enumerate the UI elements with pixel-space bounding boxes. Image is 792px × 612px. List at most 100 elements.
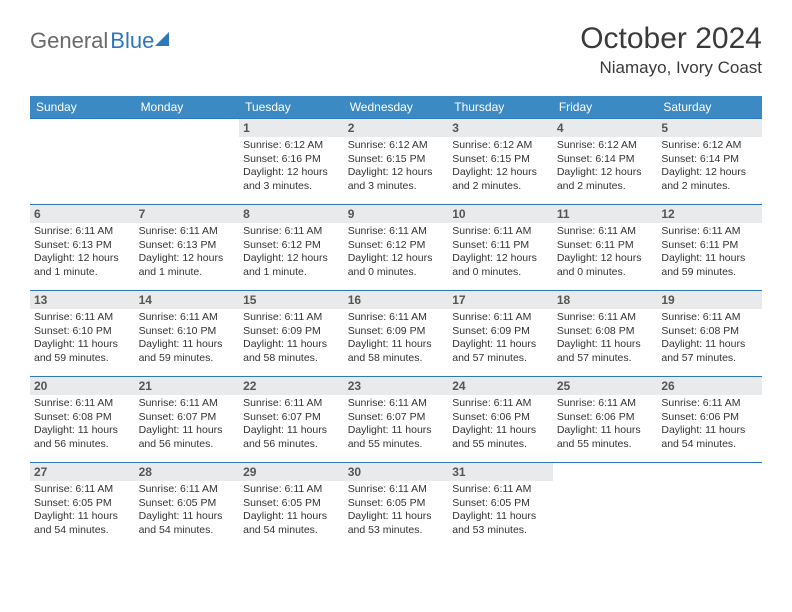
day-number: 18 [553,291,658,309]
day-details: Sunrise: 6:11 AMSunset: 6:05 PMDaylight:… [348,483,445,538]
day-cell: 31 Sunrise: 6:11 AMSunset: 6:05 PMDayligh… [448,463,553,549]
month-title: October 2024 [580,22,762,56]
day-number: 5 [657,119,762,137]
day-header: Monday [135,96,240,119]
day-number: 14 [135,291,240,309]
day-number: 8 [239,205,344,223]
day-cell: 16Sunrise: 6:11 AMSunset: 6:09 PMDayligh… [344,291,449,377]
day-cell: 11 Sunrise: 6:11 AMSunset: 6:11 PMDayligh… [553,205,658,291]
day-details: Sunrise: 6:11 AMSunset: 6:08 PMDaylight:… [661,311,758,366]
day-cell: 28 Sunrise: 6:11 AMSunset: 6:05 PMDayligh… [135,463,240,549]
week-row: 1 Sunrise: 6:12 AMSunset: 6:16 PMDaylight… [30,119,762,205]
day-number: 21 [135,377,240,395]
day-details: Sunrise: 6:12 AMSunset: 6:16 PMDaylight:… [243,139,340,194]
week-row: 27Sunrise: 6:11 AMSunset: 6:05 PMDayligh… [30,463,762,549]
day-number: 28 [135,463,240,481]
week-row: 13Sunrise: 6:11 AMSunset: 6:10 PMDayligh… [30,291,762,377]
day-header: Sunday [30,96,135,119]
day-cell: 2Sunrise: 6:12 AMSunset: 6:15 PMDaylight… [344,119,449,205]
day-details: Sunrise: 6:11 AMSunset: 6:12 PMDaylight:… [243,225,340,280]
calendar: SundayMondayTuesdayWednesdayThursdayFrid… [30,96,762,549]
day-number: 25 [553,377,658,395]
day-header: Friday [553,96,658,119]
day-details: Sunrise: 6:11 AMSunset: 6:06 PMDaylight:… [557,397,654,452]
day-number: 1 [239,119,344,137]
day-cell [657,463,762,549]
day-number: 27 [30,463,135,481]
day-details: Sunrise: 6:12 AMSunset: 6:14 PMDaylight:… [661,139,758,194]
day-number: 4 [553,119,658,137]
day-number: 26 [657,377,762,395]
day-number: 10 [448,205,553,223]
day-details: Sunrise: 6:11 AMSunset: 6:05 PMDaylight:… [452,483,549,538]
day-details: Sunrise: 6:11 AMSunset: 6:05 PMDaylight:… [139,483,236,538]
day-cell: 29 Sunrise: 6:11 AMSunset: 6:05 PMDayligh… [239,463,344,549]
day-details: Sunrise: 6:11 AMSunset: 6:11 PMDaylight:… [557,225,654,280]
day-number: 20 [30,377,135,395]
day-cell: 17 Sunrise: 6:11 AMSunset: 6:09 PMDayligh… [448,291,553,377]
logo-word1: General [30,28,108,54]
day-details: Sunrise: 6:11 AMSunset: 6:10 PMDaylight:… [139,311,236,366]
day-cell: 20 Sunrise: 6:11 AMSunset: 6:08 PMDayligh… [30,377,135,463]
day-details: Sunrise: 6:11 AMSunset: 6:07 PMDaylight:… [243,397,340,452]
title-block: October 2024 Niamayo, Ivory Coast [580,22,762,78]
day-number: 3 [448,119,553,137]
day-details: Sunrise: 6:11 AMSunset: 6:08 PMDaylight:… [34,397,131,452]
day-details: Sunrise: 6:11 AMSunset: 6:09 PMDaylight:… [243,311,340,366]
day-header: Saturday [657,96,762,119]
day-cell: 27 Sunrise: 6:11 AMSunset: 6:05 PMDayligh… [30,463,135,549]
day-cell: 14 Sunrise: 6:11 AMSunset: 6:10 PMDayligh… [135,291,240,377]
day-number: 15 [239,291,344,309]
header: General Blue October 2024 Niamayo, Ivory… [30,22,762,78]
day-cell: 15 Sunrise: 6:11 AMSunset: 6:09 PMDayligh… [239,291,344,377]
day-cell: 24Sunrise: 6:11 AMSunset: 6:06 PMDayligh… [448,377,553,463]
day-details: Sunrise: 6:11 AMSunset: 6:06 PMDaylight:… [661,397,758,452]
day-details: Sunrise: 6:11 AMSunset: 6:12 PMDaylight:… [348,225,445,280]
day-cell: 9 Sunrise: 6:11 AMSunset: 6:12 PMDaylight… [344,205,449,291]
day-number: 11 [553,205,658,223]
logo: General Blue [30,28,169,54]
day-cell: 5 Sunrise: 6:12 AMSunset: 6:14 PMDaylight… [657,119,762,205]
day-number: 22 [239,377,344,395]
sail-icon [155,32,169,46]
day-cell: 7 Sunrise: 6:11 AMSunset: 6:13 PMDaylight… [135,205,240,291]
day-cell: 12Sunrise: 6:11 AMSunset: 6:11 PMDayligh… [657,205,762,291]
day-cell: 26 Sunrise: 6:11 AMSunset: 6:06 PMDayligh… [657,377,762,463]
day-details: Sunrise: 6:11 AMSunset: 6:11 PMDaylight:… [452,225,549,280]
day-details: Sunrise: 6:11 AMSunset: 6:13 PMDaylight:… [34,225,131,280]
day-number: 2 [344,119,449,137]
day-cell: 3Sunrise: 6:12 AMSunset: 6:15 PMDaylight… [448,119,553,205]
day-cell: 30 Sunrise: 6:11 AMSunset: 6:05 PMDayligh… [344,463,449,549]
day-details: Sunrise: 6:11 AMSunset: 6:05 PMDaylight:… [34,483,131,538]
day-details: Sunrise: 6:11 AMSunset: 6:05 PMDaylight:… [243,483,340,538]
day-cell: 13 Sunrise: 6:11 AMSunset: 6:10 PMDayligh… [30,291,135,377]
day-number: 9 [344,205,449,223]
page: General Blue October 2024 Niamayo, Ivory… [0,0,792,569]
day-header: Tuesday [239,96,344,119]
day-details: Sunrise: 6:11 AMSunset: 6:09 PMDaylight:… [452,311,549,366]
day-details: Sunrise: 6:11 AMSunset: 6:08 PMDaylight:… [557,311,654,366]
day-details: Sunrise: 6:11 AMSunset: 6:07 PMDaylight:… [139,397,236,452]
day-cell: 1 Sunrise: 6:12 AMSunset: 6:16 PMDaylight… [239,119,344,205]
day-cell: 4Sunrise: 6:12 AMSunset: 6:14 PMDaylight… [553,119,658,205]
day-header: Thursday [448,96,553,119]
day-cell: 8 Sunrise: 6:11 AMSunset: 6:12 PMDaylight… [239,205,344,291]
day-cell: 23Sunrise: 6:11 AMSunset: 6:07 PMDayligh… [344,377,449,463]
day-number: 23 [344,377,449,395]
logo-word2: Blue [110,28,169,54]
day-number: 7 [135,205,240,223]
day-details: Sunrise: 6:11 AMSunset: 6:10 PMDaylight:… [34,311,131,366]
day-number: 6 [30,205,135,223]
day-cell: 22 Sunrise: 6:11 AMSunset: 6:07 PMDayligh… [239,377,344,463]
day-number: 31 [448,463,553,481]
day-number: 13 [30,291,135,309]
week-row: 20 Sunrise: 6:11 AMSunset: 6:08 PMDayligh… [30,377,762,463]
day-details: Sunrise: 6:11 AMSunset: 6:13 PMDaylight:… [139,225,236,280]
day-details: Sunrise: 6:11 AMSunset: 6:11 PMDaylight:… [661,225,758,280]
day-details: Sunrise: 6:11 AMSunset: 6:09 PMDaylight:… [348,311,445,366]
day-number: 17 [448,291,553,309]
logo-word2-text: Blue [110,28,154,53]
day-cell: 21 Sunrise: 6:11 AMSunset: 6:07 PMDayligh… [135,377,240,463]
day-number: 29 [239,463,344,481]
day-number: 30 [344,463,449,481]
